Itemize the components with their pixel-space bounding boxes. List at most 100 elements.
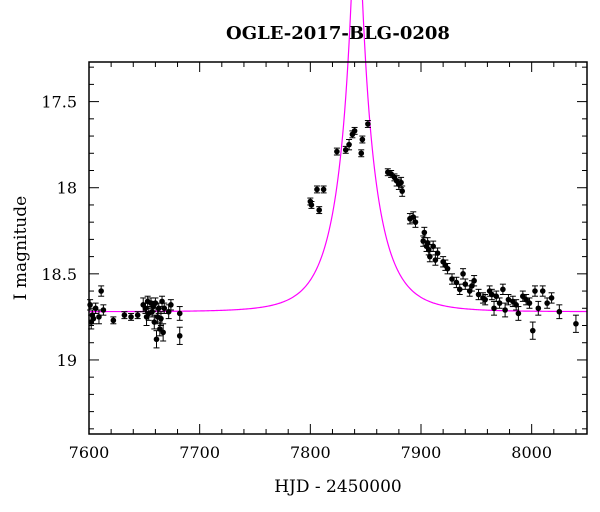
data-marker [314, 186, 320, 193]
data-point [556, 304, 563, 320]
data-point [499, 283, 506, 295]
data-marker [515, 310, 522, 317]
data-marker [388, 171, 394, 177]
data-point [98, 285, 105, 297]
data-point [430, 240, 437, 252]
data-point [351, 126, 358, 135]
data-marker [489, 291, 495, 298]
data-marker [152, 300, 159, 306]
data-point [359, 135, 366, 144]
data-point [176, 306, 183, 321]
data-point [475, 288, 482, 301]
data-point [128, 312, 135, 321]
data-marker [308, 202, 315, 208]
chart-title: OGLE-2017-BLG-0208 [226, 23, 450, 44]
data-point [529, 321, 536, 340]
data-point [526, 297, 533, 309]
data-point [505, 294, 512, 306]
data-marker [449, 276, 455, 282]
data-marker [134, 312, 141, 318]
data-marker [98, 288, 104, 294]
data-point [412, 216, 419, 228]
data-marker [529, 327, 536, 334]
data-marker [334, 148, 340, 155]
data-marker [421, 229, 428, 236]
data-marker [121, 312, 128, 318]
data-point [110, 316, 117, 325]
data-marker [90, 315, 97, 322]
data-marker [320, 186, 327, 193]
data-point [456, 283, 463, 295]
data-marker [548, 295, 555, 301]
data-point [156, 321, 163, 337]
data-marker [505, 296, 512, 303]
data-point [539, 285, 546, 297]
x-tick-label: 7700 [179, 443, 220, 462]
data-marker [158, 315, 164, 322]
data-point [333, 147, 340, 156]
y-tick-label: 18 [57, 179, 77, 198]
data-marker [573, 320, 579, 327]
data-point [308, 201, 315, 209]
model-curve-layer [88, 0, 587, 313]
data-point [100, 304, 107, 316]
data-marker [160, 329, 166, 336]
data-point [548, 292, 555, 304]
data-marker [87, 302, 93, 308]
data-marker [471, 277, 477, 284]
data-marker [500, 286, 506, 293]
data-points-layer [87, 120, 579, 349]
y-tick-label: 19 [57, 351, 77, 370]
data-point [320, 185, 327, 194]
axis-ticks [88, 62, 587, 434]
data-point [572, 314, 579, 333]
data-marker [456, 286, 463, 293]
data-point [491, 300, 498, 316]
data-point [95, 309, 102, 325]
data-marker [161, 305, 168, 312]
data-marker [434, 250, 441, 256]
data-marker [365, 121, 371, 127]
data-marker [176, 310, 183, 317]
x-axis-label: HJD - 2450000 [274, 477, 402, 497]
y-axis-label: I magnitude [11, 196, 31, 300]
data-marker [157, 326, 163, 332]
model-curve-line [88, 0, 587, 313]
y-tick-label: 17.5 [41, 93, 77, 112]
data-marker [444, 265, 451, 272]
data-marker [359, 136, 366, 143]
plot-frame [88, 61, 588, 435]
data-marker [532, 288, 538, 294]
data-marker [460, 271, 466, 277]
data-point [134, 311, 141, 320]
data-point [471, 275, 478, 287]
data-point [544, 297, 551, 309]
data-point [358, 149, 365, 158]
y-tick-label: 18.5 [41, 265, 77, 284]
data-marker [430, 243, 436, 250]
x-tick-label: 8000 [511, 443, 552, 462]
data-marker [462, 281, 469, 287]
data-marker [96, 314, 102, 320]
data-point [316, 206, 323, 215]
data-marker [100, 307, 107, 313]
x-tick-label: 7800 [290, 443, 331, 462]
data-point [496, 297, 503, 309]
data-marker [526, 300, 533, 306]
data-point [535, 300, 542, 316]
data-point [167, 299, 174, 311]
data-marker [496, 300, 503, 306]
data-marker [398, 179, 404, 186]
data-marker [351, 128, 358, 134]
data-point [502, 302, 509, 318]
data-point [399, 185, 406, 197]
data-marker [535, 305, 542, 312]
data-point [176, 326, 183, 345]
data-marker [176, 333, 183, 339]
data-point [153, 330, 160, 349]
data-marker [128, 314, 134, 320]
data-marker [491, 305, 497, 312]
data-point [460, 268, 467, 280]
data-marker [556, 308, 563, 315]
